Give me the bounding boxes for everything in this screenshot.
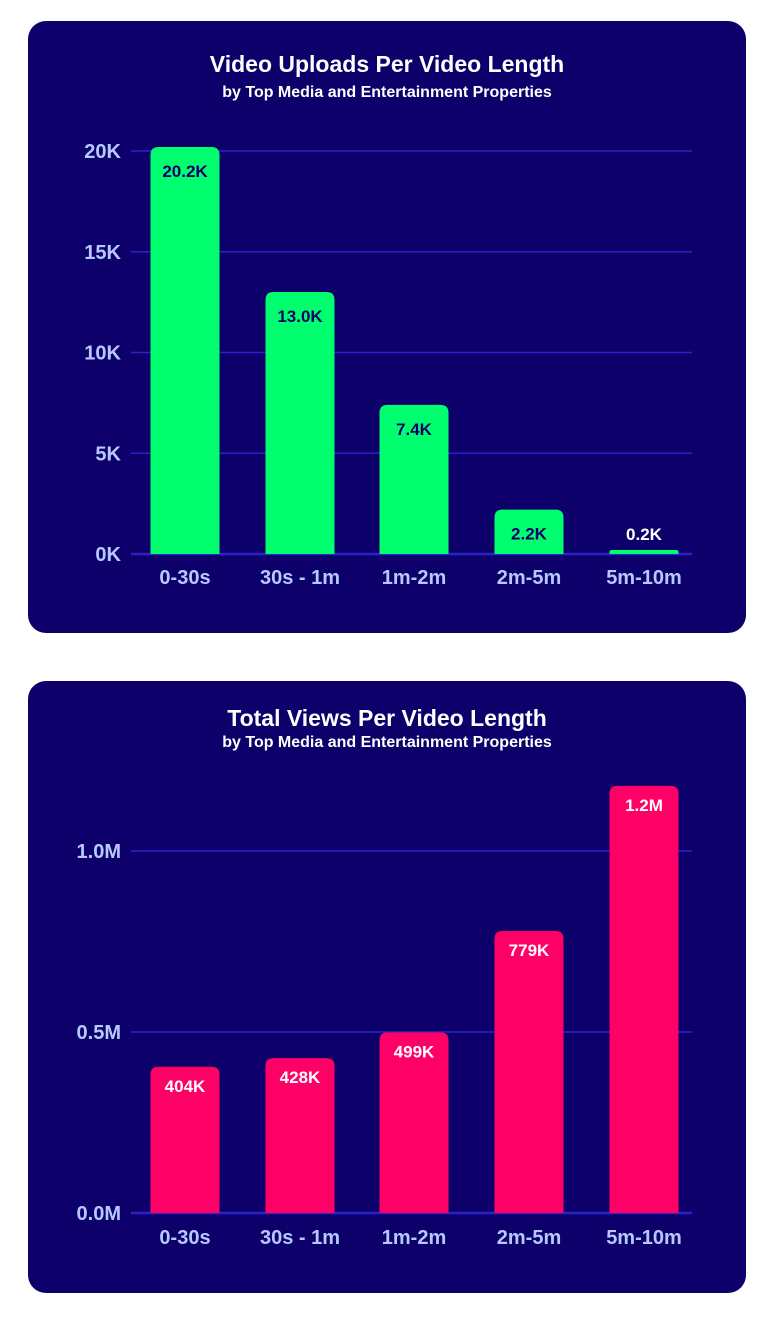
bar-value-label: 2.2K <box>511 525 548 544</box>
x-category-label: 0-30s <box>159 567 210 589</box>
bar <box>265 1058 335 1213</box>
bar-value-label: 20.2K <box>162 162 208 181</box>
bar <box>609 785 679 1213</box>
y-tick-label: 15K <box>84 242 121 264</box>
x-category-label: 5m-10m <box>606 567 682 589</box>
bar <box>494 931 564 1213</box>
y-tick-label: 0.5M <box>77 1022 121 1044</box>
x-category-label: 1m-2m <box>382 1227 446 1249</box>
bar <box>379 1032 449 1213</box>
bar <box>609 549 679 554</box>
y-tick-label: 20K <box>84 141 121 163</box>
bar-value-label: 779K <box>509 941 550 960</box>
y-tick-label: 10K <box>84 343 121 365</box>
x-category-label: 30s - 1m <box>260 1227 340 1249</box>
x-category-label: 2m-5m <box>497 1227 561 1249</box>
bar-value-label: 7.4K <box>396 420 433 439</box>
y-tick-label: 0.0M <box>77 1203 121 1225</box>
bar-value-label: 404K <box>165 1077 206 1096</box>
views-bar-chart: 0.0M 0.5M 1.0M 404K 0-30s 428K 30s - 1m 499K 1m-… <box>77 785 692 1249</box>
x-category-label: 5m-10m <box>606 1227 682 1249</box>
views-chart-subtitle: by Top Media and Entertainment Propertie… <box>222 734 552 751</box>
views-chart-title: Total Views Per Video Length <box>227 705 547 731</box>
x-category-label: 30s - 1m <box>260 567 340 589</box>
x-category-label: 1m-2m <box>382 567 446 589</box>
bar <box>379 404 449 554</box>
bar <box>150 146 220 554</box>
bar <box>494 509 564 554</box>
y-tick-label: 0K <box>95 544 121 566</box>
y-tick-label: 5K <box>95 443 121 465</box>
bar-value-label: 13.0K <box>277 307 323 326</box>
views-chart-panel: Total Views Per Video Length by Top Medi… <box>28 681 746 1293</box>
bar-value-label: 499K <box>394 1042 435 1061</box>
x-category-label: 0-30s <box>159 1227 210 1249</box>
uploads-bar-chart: 0K 5K 10K 15K 20K 20.2K 0-30s 13.0K 30s - 1m 7.4K… <box>84 141 692 589</box>
bar-value-label: 428K <box>280 1068 321 1087</box>
uploads-chart-subtitle: by Top Media and Entertainment Propertie… <box>222 84 552 101</box>
uploads-chart-panel: Video Uploads Per Video Length by Top Me… <box>28 21 746 633</box>
bar-value-label: 0.2K <box>626 525 663 544</box>
bar <box>265 292 335 554</box>
bar-value-label: 1.2M <box>625 796 663 815</box>
uploads-chart-title: Video Uploads Per Video Length <box>209 51 565 77</box>
bar <box>150 1066 220 1213</box>
y-tick-label: 1.0M <box>77 841 121 863</box>
x-category-label: 2m-5m <box>497 567 561 589</box>
